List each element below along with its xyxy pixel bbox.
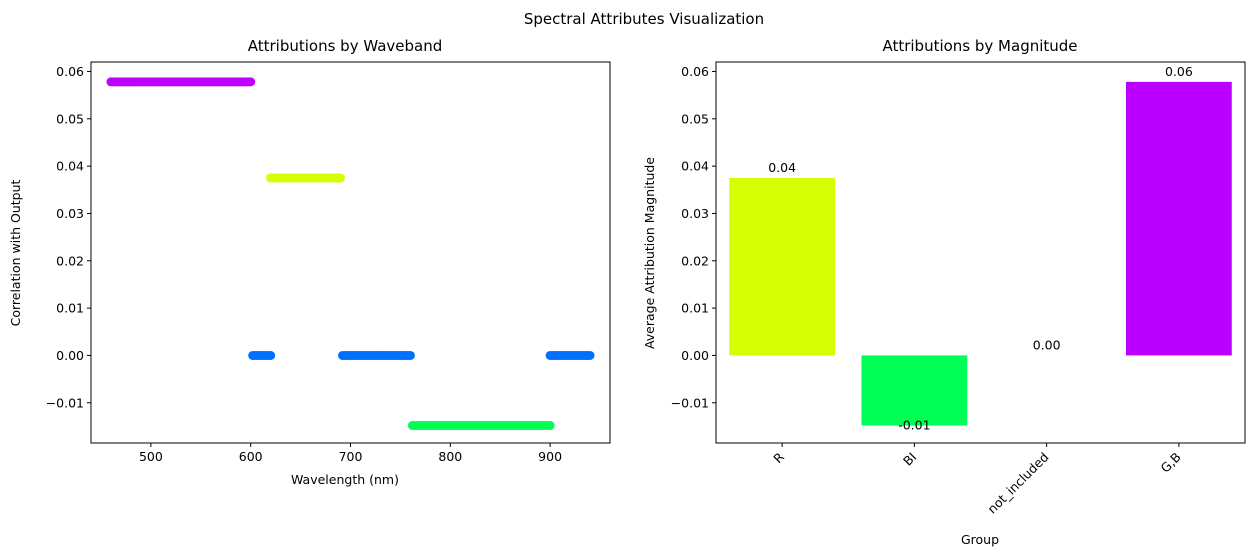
y-tick-label: 0.06 [681, 64, 709, 79]
scatter-points [106, 77, 595, 430]
x-tick-label: not_included [984, 449, 1051, 516]
x-tick-label: 700 [339, 449, 363, 464]
y-tick-label: 0.02 [681, 253, 709, 268]
y-tick-label: 0.02 [56, 253, 84, 268]
y-axis-label: Correlation with Output [8, 180, 23, 327]
y-tick-label: 0.01 [56, 301, 84, 316]
y-tick-label: 0.04 [56, 159, 84, 174]
y-tick-label: 0.04 [681, 159, 709, 174]
y-axis-label: Average Attribution Magnitude [642, 157, 657, 349]
y-tick-label: 0.00 [681, 348, 709, 363]
y-tick-label: 0.05 [681, 111, 709, 126]
bar [861, 355, 968, 426]
bar-value-label: 0.06 [1165, 64, 1193, 79]
axes: 500 600 700 800 900 −0.01 0.00 0.01 0.02 0.03 0.04… [46, 61, 611, 464]
scatter-point [336, 173, 346, 183]
bar-value-label: 0.00 [1033, 337, 1061, 352]
bar [729, 177, 836, 356]
scatter-point [545, 420, 555, 430]
bar-value-label: 0.04 [768, 160, 796, 175]
chart-title: Attributions by Magnitude [882, 37, 1077, 55]
y-tick-label: 0.00 [56, 348, 84, 363]
scatter-point [405, 350, 415, 360]
y-tick-label: −0.01 [671, 395, 709, 410]
bar-chart: Attributions by Magnitude 0.04-0.010.000… [642, 37, 1246, 547]
y-tick-label: 0.03 [56, 206, 84, 221]
scatter-chart: Attributions by Waveband 500 600 700 800 900… [8, 37, 611, 487]
x-tick-label: G,B [1157, 449, 1183, 475]
x-tick-label: BI [900, 449, 919, 468]
x-tick-label: 900 [538, 449, 562, 464]
y-tick-label: 0.05 [56, 111, 84, 126]
y-tick-label: 0.01 [681, 301, 709, 316]
y-tick-label: 0.03 [681, 206, 709, 221]
chart-title: Attributions by Waveband [248, 37, 443, 55]
x-tick-label: 500 [139, 449, 163, 464]
plot-frame [715, 61, 1246, 444]
bar [1125, 81, 1232, 356]
x-tick-label: R [770, 449, 787, 466]
x-tick-label: 800 [438, 449, 462, 464]
plot-frame [90, 61, 611, 444]
figure-suptitle: Spectral Attributes Visualization [524, 10, 764, 28]
bar-value-label: -0.01 [898, 417, 930, 432]
bars: 0.04 -0.01 0.00 0.06 [729, 64, 1232, 432]
y-tick-label: 0.06 [56, 64, 84, 79]
scatter-point [266, 350, 276, 360]
x-tick-label: 600 [239, 449, 263, 464]
scatter-point [585, 350, 595, 360]
y-tick-label: −0.01 [46, 395, 84, 410]
scatter-point [246, 77, 256, 87]
x-axis-label: Group [961, 532, 999, 547]
x-axis-label: Wavelength (nm) [291, 472, 399, 487]
